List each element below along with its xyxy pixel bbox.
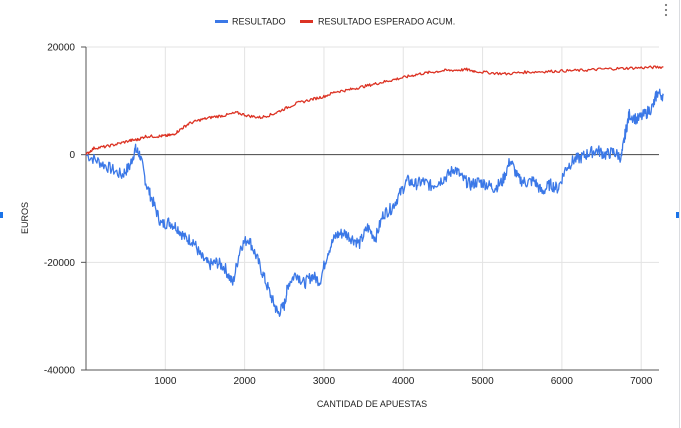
axes — [81, 46, 659, 371]
x-tick-label: 7000 — [630, 376, 653, 387]
x-tick-label: 1000 — [154, 376, 177, 387]
y-tick-label: 20000 — [47, 43, 75, 54]
x-tick-label: 2000 — [234, 376, 257, 387]
x-tick-label: 6000 — [551, 376, 574, 387]
legend-label-esperado[interactable]: RESULTADO ESPERADO ACUM. — [318, 17, 455, 27]
series-line-0 — [85, 88, 664, 317]
y-tick-label: 0 — [69, 150, 75, 161]
y-tick-label: -40000 — [44, 366, 76, 377]
legend-swatch-esperado — [300, 20, 313, 23]
legend-swatch-resultado — [215, 20, 228, 23]
x-tick-label: 5000 — [471, 376, 494, 387]
gridlines — [86, 46, 659, 371]
series — [85, 65, 664, 317]
x-tick-label: 3000 — [313, 376, 336, 387]
y-axis-title: EUROS — [20, 202, 30, 234]
more-options-icon[interactable] — [664, 3, 668, 17]
x-axis-title: CANTIDAD DE APUESTAS — [317, 399, 427, 409]
x-tick-label: 4000 — [392, 376, 415, 387]
series-line-1 — [85, 65, 664, 155]
tick-labels: 1000 2000 3000 4000 5000 6000 7000 20000 0 -20000… — [44, 43, 653, 388]
legend[interactable]: RESULTADO RESULTADO ESPERADO ACUM. — [215, 17, 455, 27]
left-resize-handle[interactable] — [0, 212, 3, 218]
right-resize-handle[interactable] — [676, 212, 679, 218]
legend-label-resultado[interactable]: RESULTADO — [232, 17, 286, 27]
y-tick-label: -20000 — [44, 258, 76, 269]
